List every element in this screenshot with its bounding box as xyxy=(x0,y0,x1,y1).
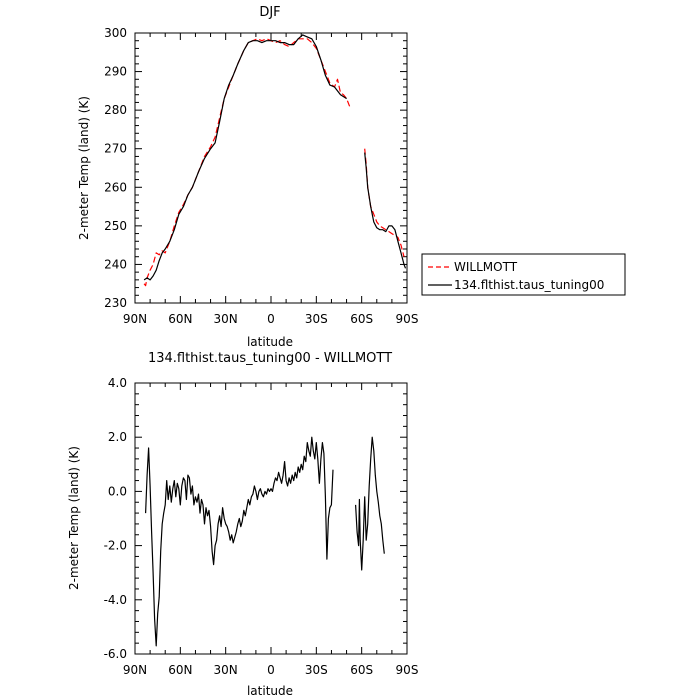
y-tick-label: 240 xyxy=(104,257,127,271)
series-line-difference xyxy=(355,436,385,571)
bottom-series-lines xyxy=(145,436,385,647)
legend-label-willmott: WILLMOTT xyxy=(454,260,518,274)
series-line-134-flthist-taus-tuning00 xyxy=(364,152,407,269)
bottom-x-axis-title: latitude xyxy=(247,684,293,698)
bottom-panel-title: 134.flthist.taus_tuning00 - WILLMOTT xyxy=(148,351,392,366)
bottom-y-axis-title: 2-meter Temp (land) (K) xyxy=(67,446,81,590)
y-tick-label: 260 xyxy=(104,180,127,194)
y-tick-label: 2.0 xyxy=(108,430,127,444)
y-tick-label: 270 xyxy=(104,142,127,156)
legend-box xyxy=(421,253,626,296)
x-tick-label: 30N xyxy=(214,663,238,677)
x-tick-label: 60S xyxy=(350,312,373,326)
x-tick-label: 90N xyxy=(123,663,147,677)
x-tick-label: 90S xyxy=(396,312,419,326)
x-tick-label: 60N xyxy=(168,663,192,677)
series-line-difference xyxy=(145,436,334,647)
x-tick-label: 0 xyxy=(267,312,275,326)
y-tick-label: 0.0 xyxy=(108,484,127,498)
top-series-lines xyxy=(143,34,407,287)
top-panel-title: DJF xyxy=(259,5,280,20)
legend-label-model: 134.flthist.taus_tuning00 xyxy=(454,278,604,292)
x-tick-label: 60S xyxy=(350,663,373,677)
x-tick-label: 90N xyxy=(123,312,147,326)
y-tick-label: 280 xyxy=(104,103,127,117)
top-y-axis-title: 2-meter Temp (land) (K) xyxy=(77,96,91,240)
y-tick-label: -4.0 xyxy=(104,593,127,607)
bottom-panel: 134.flthist.taus_tuning00 - WILLMOTT 90N… xyxy=(67,351,418,698)
x-tick-label: 30S xyxy=(305,312,328,326)
legend: WILLMOTT 134.flthist.taus_tuning00 xyxy=(421,253,626,296)
x-tick-label: 30S xyxy=(305,663,328,677)
y-tick-label: -2.0 xyxy=(104,539,127,553)
bottom-plot-frame xyxy=(134,382,408,655)
top-x-axis-title: latitude xyxy=(247,335,293,349)
bottom-axis-ticks: 90N 60N 30N 0 30S 60S 90S -6.0 -4.0 -2.0 0.0 2.0 4.0 xyxy=(104,376,419,677)
y-tick-label: 4.0 xyxy=(108,376,127,390)
top-axis-ticks: 90N 60N 30N 0 30S 60S 90S 230 240 250 260 270 280 290… xyxy=(104,26,418,326)
series-line-willmott xyxy=(143,38,351,287)
x-tick-label: 90S xyxy=(396,663,419,677)
y-tick-label: -6.0 xyxy=(104,647,127,661)
x-tick-label: 30N xyxy=(214,312,238,326)
y-tick-label: 290 xyxy=(104,65,127,79)
y-tick-label: 300 xyxy=(104,26,127,40)
x-tick-label: 0 xyxy=(267,663,275,677)
y-tick-label: 250 xyxy=(104,219,127,233)
y-tick-label: 230 xyxy=(104,296,127,310)
x-tick-label: 60N xyxy=(168,312,192,326)
series-line-134-flthist-taus-tuning00 xyxy=(143,34,347,281)
top-panel: DJF 90N 60N 30N 0 30S 60S 90S 230 240 250 260 270 28… xyxy=(77,5,418,349)
